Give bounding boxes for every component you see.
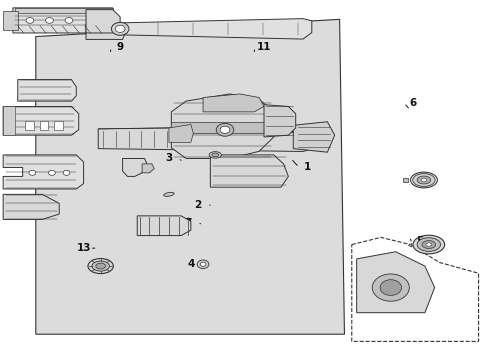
Polygon shape [210,155,288,187]
Circle shape [200,262,205,266]
Polygon shape [142,164,154,173]
Bar [40,121,48,130]
Circle shape [29,170,36,175]
Ellipse shape [425,243,431,246]
Circle shape [115,25,125,32]
Ellipse shape [420,178,426,182]
Polygon shape [203,94,264,112]
Polygon shape [86,10,120,33]
Text: 3: 3 [165,153,172,163]
Text: 9: 9 [116,42,123,52]
Polygon shape [86,24,125,40]
Polygon shape [293,122,334,152]
Polygon shape [36,19,344,334]
Polygon shape [118,19,311,39]
Polygon shape [98,126,312,152]
Ellipse shape [211,153,218,157]
Ellipse shape [412,174,434,186]
Text: 12: 12 [41,116,56,126]
Ellipse shape [163,192,174,196]
Polygon shape [3,194,59,220]
Circle shape [371,274,408,301]
Circle shape [379,280,401,296]
Polygon shape [356,252,434,313]
Circle shape [63,170,70,175]
Circle shape [111,22,129,35]
Polygon shape [137,216,190,235]
Polygon shape [264,105,295,137]
Text: 1: 1 [304,162,311,172]
Text: 6: 6 [408,98,415,108]
Circle shape [216,123,233,136]
Polygon shape [171,123,278,134]
Circle shape [65,18,73,23]
Text: 10: 10 [37,161,52,171]
Text: 4: 4 [187,259,194,269]
Polygon shape [3,155,83,189]
Bar [403,178,407,182]
Ellipse shape [416,238,440,251]
Text: 7: 7 [184,218,192,228]
Bar [25,121,34,130]
Polygon shape [171,94,273,158]
Polygon shape [13,8,113,33]
Text: 5: 5 [416,236,423,246]
Polygon shape [168,125,193,142]
Circle shape [197,260,208,269]
Bar [54,121,63,130]
Text: 2: 2 [194,200,202,210]
Text: 13: 13 [76,243,91,253]
Ellipse shape [209,152,221,158]
Polygon shape [18,80,76,101]
Circle shape [220,126,229,134]
Circle shape [45,18,53,23]
Text: 11: 11 [256,42,271,52]
Text: 8: 8 [289,125,296,135]
Ellipse shape [88,258,113,274]
Polygon shape [407,243,411,247]
Polygon shape [3,107,79,135]
Polygon shape [15,8,113,13]
Ellipse shape [96,263,105,269]
Circle shape [26,18,34,23]
Ellipse shape [92,261,109,271]
Polygon shape [3,107,15,135]
Ellipse shape [421,240,435,248]
Circle shape [48,170,55,175]
Polygon shape [122,158,147,176]
Ellipse shape [416,176,430,184]
Polygon shape [3,11,18,30]
Ellipse shape [412,235,444,254]
